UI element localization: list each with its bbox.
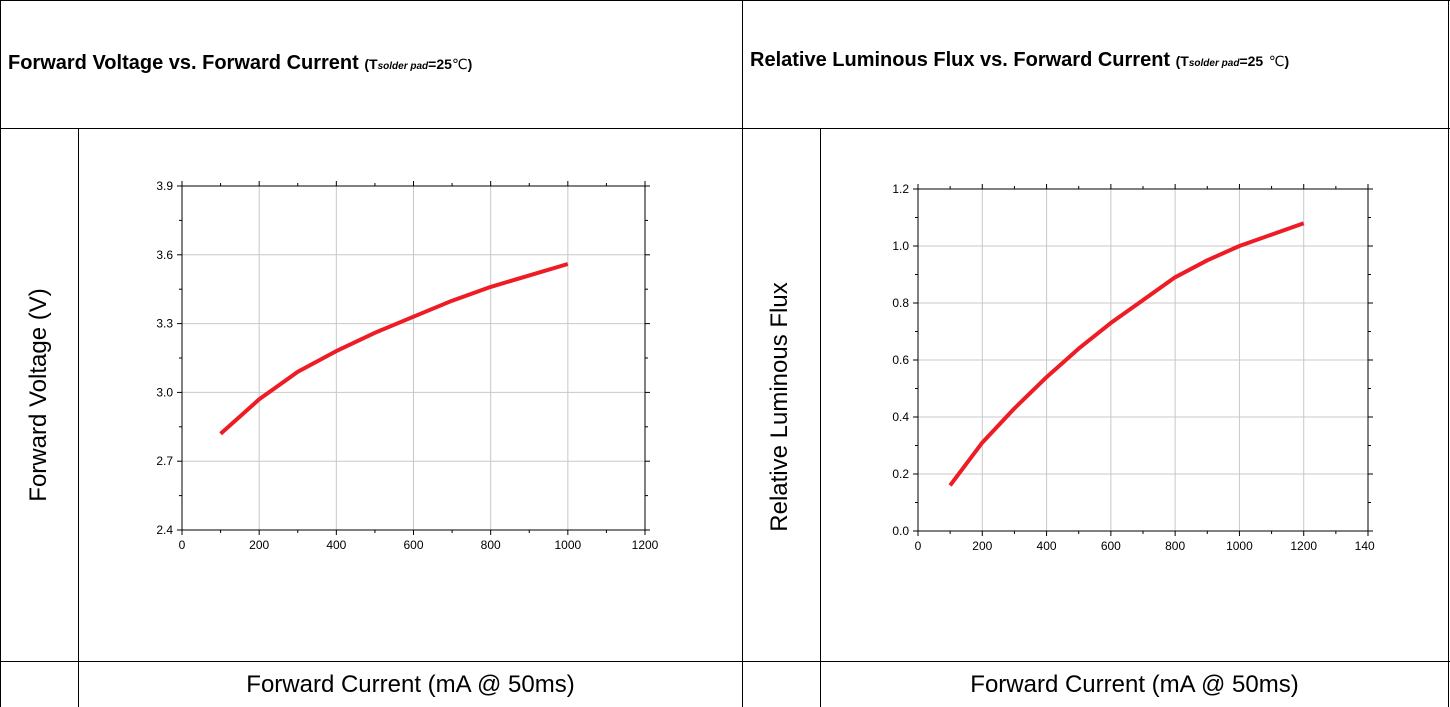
series-line xyxy=(948,221,1305,487)
data-point xyxy=(1141,298,1145,302)
panel-divider xyxy=(742,0,743,707)
table-border-left xyxy=(0,0,1,707)
x-tick-label: 800 xyxy=(1165,539,1185,553)
title-equals: =25 xyxy=(1239,53,1264,69)
x-tick-label: 1200 xyxy=(1290,539,1317,553)
x-tick-label: 400 xyxy=(326,538,346,552)
y-tick-label: 3.3 xyxy=(156,317,173,331)
title-subscript: solder pad xyxy=(377,61,429,72)
data-point xyxy=(1012,406,1016,410)
data-point xyxy=(373,331,377,335)
title-paren-close: ) xyxy=(1284,53,1290,69)
x-tick-label: 400 xyxy=(1037,539,1057,553)
data-point xyxy=(219,432,223,436)
title-equals: =25 xyxy=(428,56,452,72)
y-tick-label: 3.9 xyxy=(156,179,173,193)
x-tick-label: 600 xyxy=(1101,539,1121,553)
y-tick-label: 0.0 xyxy=(892,524,909,538)
y-tick-label: 2.4 xyxy=(156,523,173,537)
data-point xyxy=(257,397,261,401)
y-tick-label: 0.2 xyxy=(892,467,909,481)
footer-divider xyxy=(0,661,1450,662)
data-point xyxy=(1270,233,1274,237)
title-paren-open: (T xyxy=(364,56,378,72)
data-point xyxy=(1302,221,1306,225)
data-point xyxy=(1173,275,1177,279)
right-panel-title: Relative Luminous Flux vs. Forward Curre… xyxy=(750,37,1440,87)
data-point xyxy=(412,315,416,319)
x-tick-label: 200 xyxy=(972,539,992,553)
data-point xyxy=(948,483,952,487)
data-point xyxy=(980,441,984,445)
title-main: Relative Luminous Flux vs. Forward Curre… xyxy=(750,49,1171,71)
y-tick-label: 2.7 xyxy=(156,454,173,468)
title-subscript: solder pad xyxy=(1188,58,1240,69)
title-degree: ℃ xyxy=(1268,53,1285,69)
x-tick-label: 600 xyxy=(403,538,423,552)
data-point xyxy=(334,349,338,353)
right-x-axis-label: Forward Current (mA @ 50ms) xyxy=(970,671,1299,698)
title-main: Forward Voltage vs. Forward Current xyxy=(8,52,359,74)
right-y-axis-label: Relative Luminous Flux xyxy=(766,282,793,532)
data-point xyxy=(296,370,300,374)
header-divider xyxy=(0,128,1450,129)
title-paren-open: (T xyxy=(1175,53,1189,69)
table-border-top xyxy=(0,0,1450,1)
data-point xyxy=(489,285,493,289)
data-point xyxy=(566,262,570,266)
left-label-divider xyxy=(78,128,79,707)
x-tick-label: 0 xyxy=(179,538,186,552)
title-degree: ℃ xyxy=(451,56,468,72)
x-tick-label: 800 xyxy=(481,538,501,552)
y-tick-label: 0.4 xyxy=(892,410,909,424)
y-tick-label: 3.6 xyxy=(156,248,173,262)
data-point xyxy=(1077,347,1081,351)
left-panel-title: Forward Voltage vs. Forward Current (Tso… xyxy=(8,50,738,80)
x-tick-label: 0 xyxy=(915,539,922,553)
x-tick-label: 1000 xyxy=(554,538,581,552)
y-tick-label: 1.2 xyxy=(892,182,909,196)
data-point xyxy=(1045,375,1049,379)
data-point xyxy=(527,273,531,277)
x-tick-label: 1200 xyxy=(632,538,659,552)
left-x-axis-label: Forward Current (mA @ 50ms) xyxy=(246,671,575,698)
table-border-right xyxy=(1448,0,1449,707)
y-tick-label: 0.6 xyxy=(892,353,909,367)
y-tick-label: 0.8 xyxy=(892,296,909,310)
forward-voltage-chart: 0 200 400 600 800 1000 1200 2.4 2.7 3.0 3.3 3.6 3.9 xyxy=(156,179,659,552)
right-label-divider xyxy=(820,128,821,707)
data-point xyxy=(1109,321,1113,325)
data-point xyxy=(1237,244,1241,248)
y-tick-label: 1.0 xyxy=(892,239,909,253)
data-point xyxy=(1205,258,1209,262)
x-tick-label: 200 xyxy=(249,538,269,552)
data-point xyxy=(450,299,454,303)
title-paren-close: ) xyxy=(467,56,473,72)
x-tick-label: 1000 xyxy=(1226,539,1253,553)
left-y-axis-label: Forward Voltage (V) xyxy=(25,288,52,502)
series-line xyxy=(219,262,569,436)
y-tick-label: 3.0 xyxy=(156,385,173,399)
